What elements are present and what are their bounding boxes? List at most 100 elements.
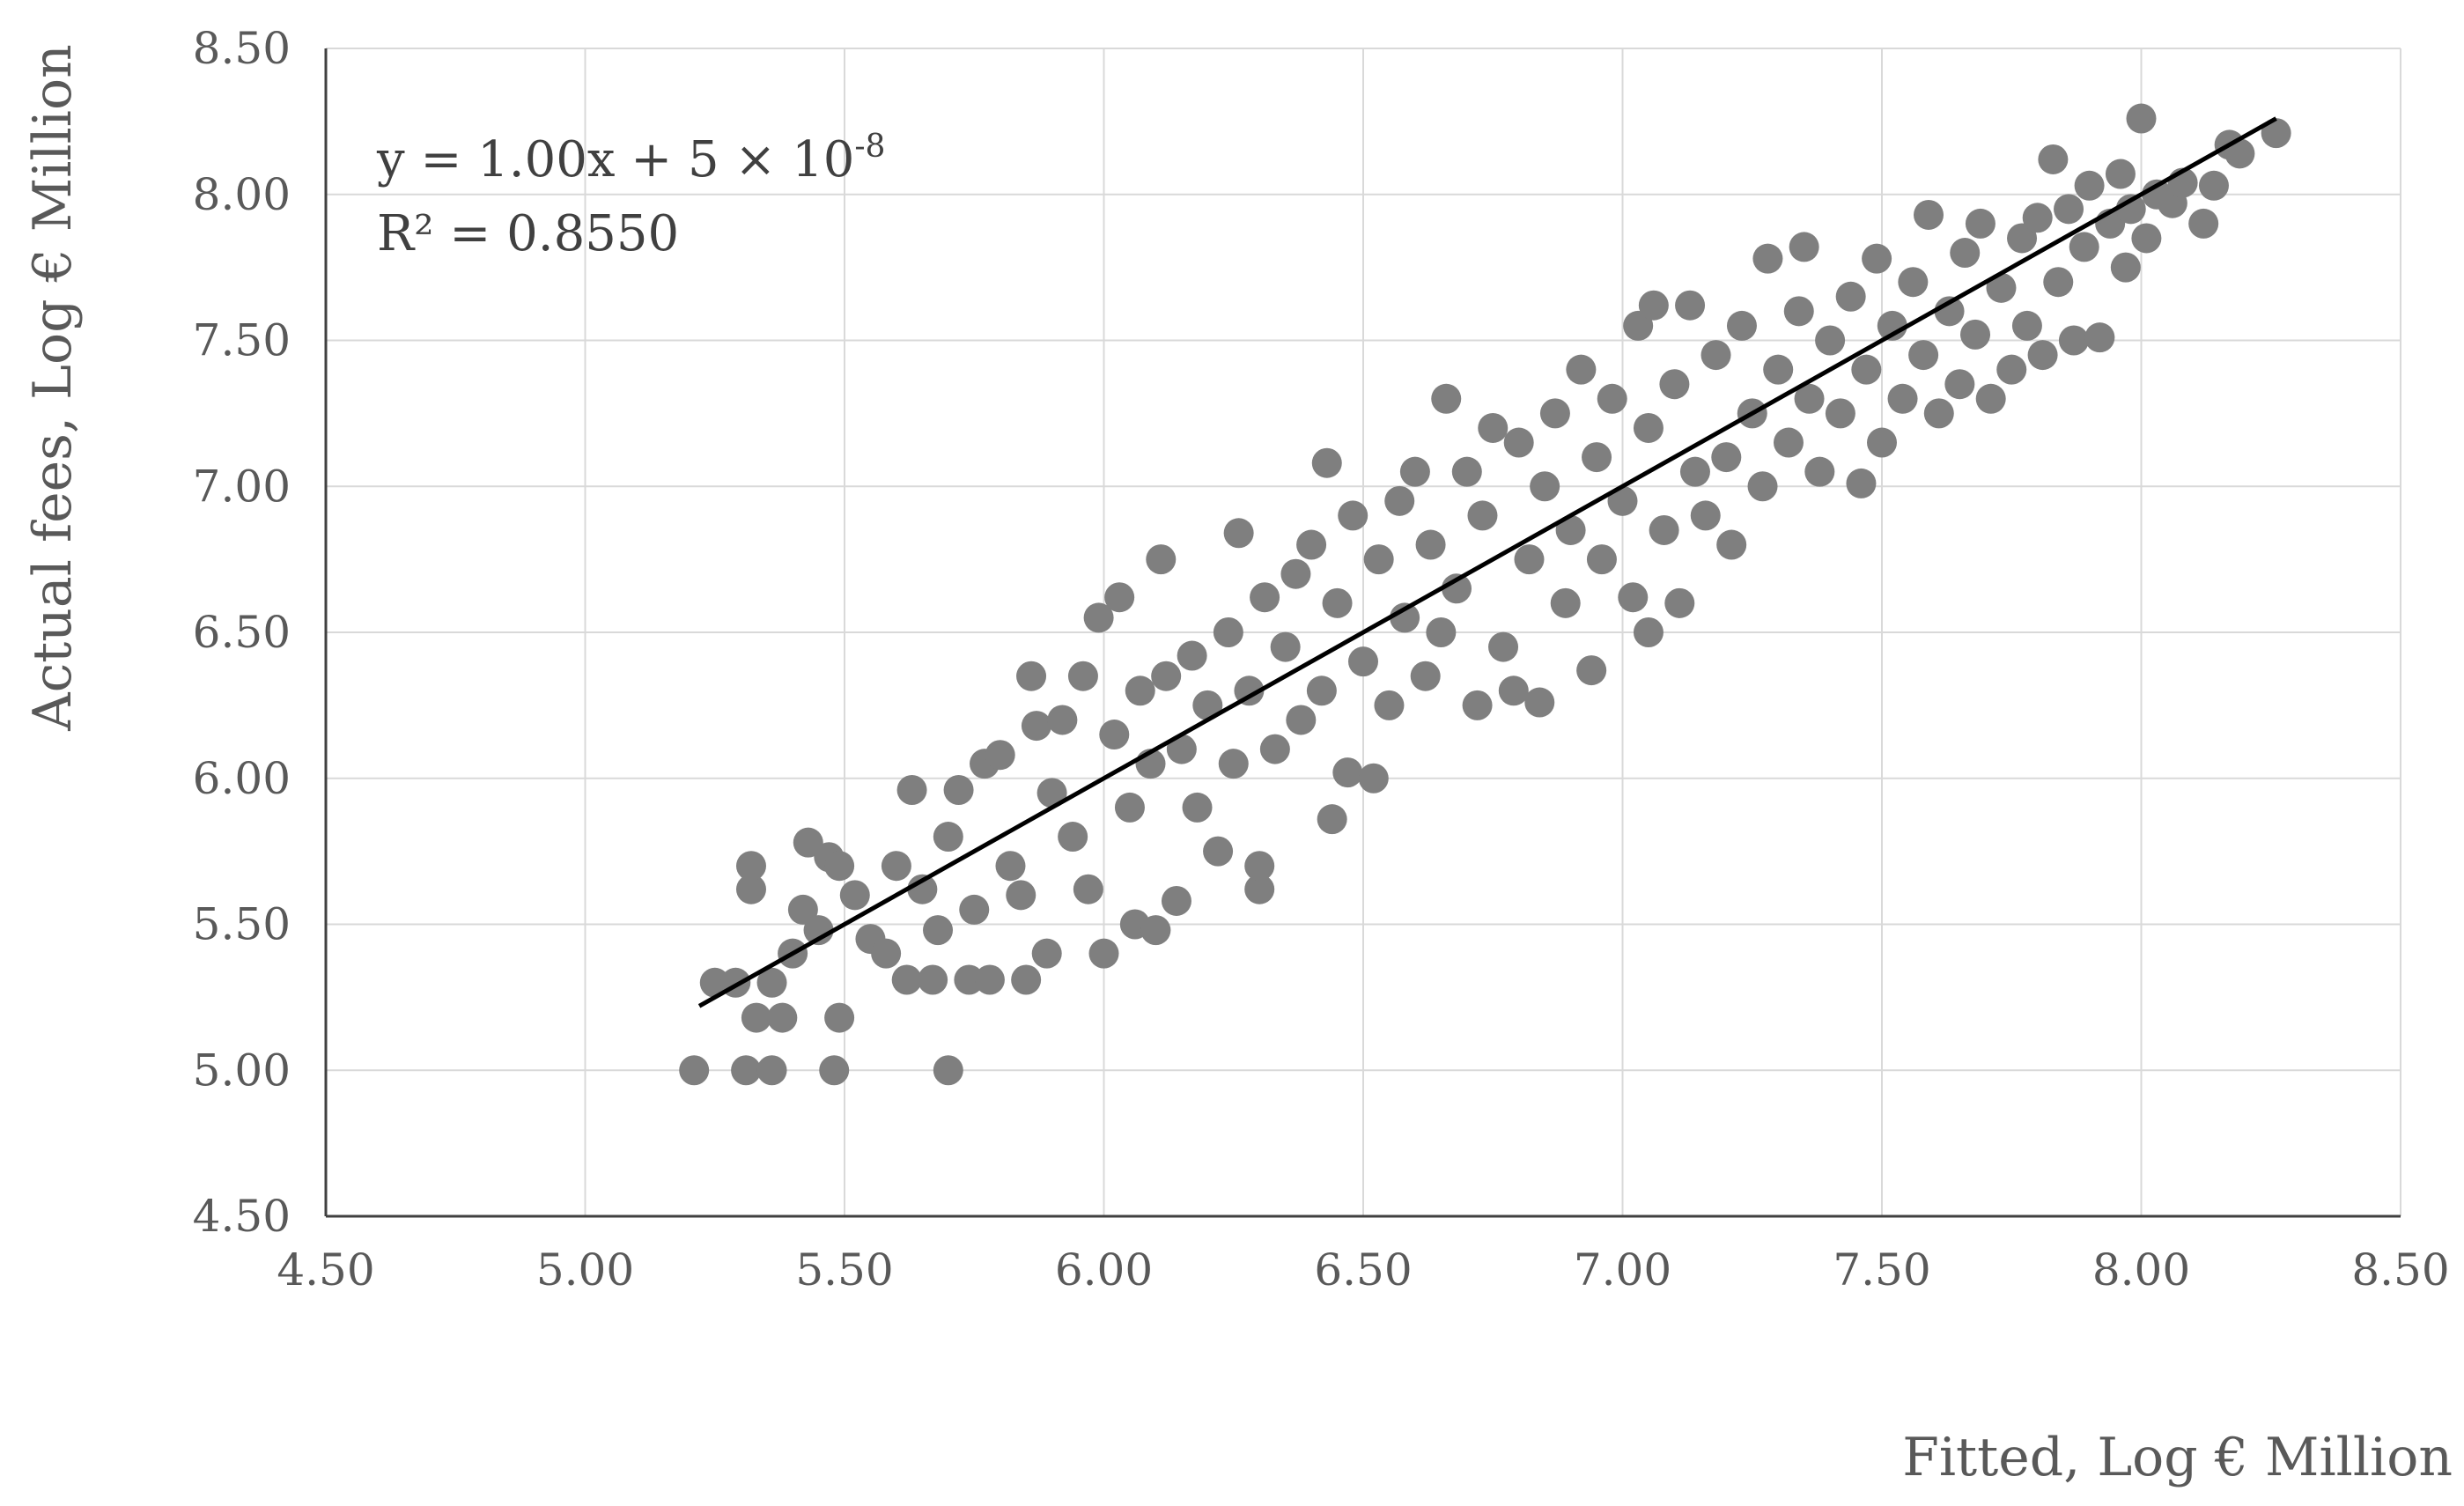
data-point: [1887, 383, 1918, 414]
data-point: [1332, 757, 1363, 788]
data-point: [1752, 243, 1783, 274]
data-point: [1426, 617, 1457, 647]
x-tick-label: 6.00: [1055, 1244, 1153, 1296]
y-tick-label: 5.00: [193, 1045, 291, 1096]
data-point: [1037, 778, 1067, 808]
data-point: [2188, 208, 2219, 239]
data-point: [1986, 272, 2017, 303]
x-tick-label: 5.00: [536, 1244, 634, 1296]
data-point: [2038, 144, 2069, 174]
x-tick-label: 8.00: [2092, 1244, 2190, 1296]
y-tick-label: 8.50: [193, 23, 291, 74]
data-point: [1514, 544, 1545, 575]
y-tick-label: 7.00: [193, 461, 291, 512]
x-tick-label: 5.50: [795, 1244, 893, 1296]
y-tick-label: 4.50: [193, 1191, 291, 1242]
data-point: [1244, 851, 1275, 882]
x-tick-label: 6.50: [1314, 1244, 1412, 1296]
data-point: [1846, 468, 1877, 498]
data-point: [1088, 938, 1119, 969]
data-point: [1914, 199, 1944, 230]
data-point: [2224, 138, 2255, 169]
data-point: [2027, 340, 2058, 371]
data-point: [1950, 238, 1981, 269]
data-point: [787, 894, 818, 925]
data-point: [1317, 804, 1347, 835]
data-point: [1607, 485, 1638, 516]
data-point: [1047, 705, 1078, 735]
data-point: [741, 1002, 771, 1033]
data-point: [1566, 354, 1597, 385]
y-tick-label: 6.50: [193, 607, 291, 658]
data-point: [803, 915, 834, 946]
data-point: [1898, 267, 1929, 298]
data-point: [1550, 587, 1581, 618]
data-point: [1218, 749, 1249, 779]
data-point: [1451, 456, 1482, 487]
data-point: [2084, 322, 2115, 353]
data-point: [1177, 640, 1207, 671]
data-point: [1923, 398, 1954, 429]
data-points: [679, 103, 2291, 1086]
data-point: [1783, 296, 1814, 327]
data-point: [918, 964, 948, 995]
data-point: [1975, 383, 2006, 414]
data-point: [1399, 456, 1430, 487]
data-point: [1944, 369, 1975, 400]
data-point: [1763, 354, 1794, 385]
data-point: [2074, 170, 2105, 201]
data-point: [1348, 646, 1378, 677]
data-point: [1867, 427, 1897, 458]
data-point: [1306, 675, 1337, 706]
data-point: [1363, 544, 1394, 575]
data-point: [2043, 267, 2074, 298]
data-point: [1192, 690, 1223, 720]
data-point: [1358, 763, 1389, 794]
data-point: [1804, 456, 1835, 487]
data-point: [1524, 687, 1555, 718]
data-point: [1384, 485, 1415, 516]
x-tick-label: 7.50: [1833, 1244, 1930, 1296]
data-point: [1690, 500, 1721, 531]
data-point: [1462, 690, 1493, 720]
data-point: [1415, 529, 1446, 560]
data-point: [824, 851, 855, 882]
x-tick-label: 7.00: [1574, 1244, 1671, 1296]
data-point: [1223, 518, 1254, 549]
data-point: [824, 1002, 855, 1033]
data-point: [2131, 223, 2162, 254]
data-point: [1073, 874, 1103, 904]
y-tick-label: 6.00: [193, 753, 291, 804]
data-point: [1633, 617, 1664, 647]
data-point: [1250, 582, 1280, 613]
data-point: [1270, 631, 1301, 662]
data-point: [679, 1055, 710, 1086]
data-point: [985, 740, 1015, 771]
data-point: [756, 1055, 787, 1086]
x-axis-title: Fitted, Log € Million: [1902, 1427, 2453, 1488]
data-point: [933, 1055, 963, 1086]
data-point: [1747, 471, 1778, 502]
data-point: [756, 967, 787, 998]
data-point: [1488, 631, 1519, 662]
y-tick-label: 5.50: [193, 899, 291, 950]
data-point: [1213, 617, 1243, 647]
data-point: [1825, 398, 1855, 429]
data-point: [1555, 514, 1586, 545]
data-point: [1877, 310, 1907, 341]
trendline-equation-exponent: -8: [854, 129, 885, 165]
x-tick-label: 4.50: [277, 1244, 374, 1296]
data-point: [1862, 243, 1892, 274]
data-point: [1280, 558, 1311, 589]
data-point: [2054, 194, 2084, 225]
trendline-layer: [697, 116, 2277, 1008]
trendline: [697, 116, 2277, 1008]
data-point: [974, 964, 1005, 995]
data-point: [1649, 514, 1679, 545]
data-point: [2261, 118, 2291, 149]
data-point: [1711, 442, 1742, 473]
data-point: [959, 894, 990, 925]
data-point: [1597, 383, 1627, 414]
data-point: [1099, 720, 1130, 750]
data-point: [1311, 447, 1342, 478]
